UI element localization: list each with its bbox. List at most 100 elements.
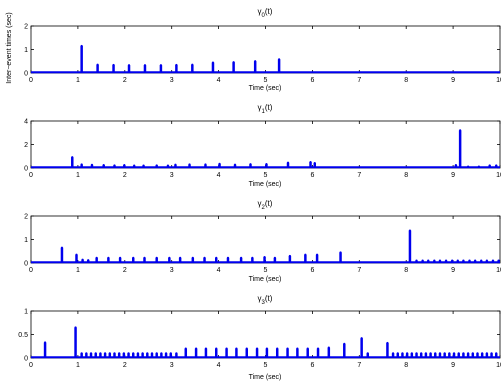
stem-marker — [467, 352, 470, 355]
stem-marker — [232, 61, 235, 64]
stem-marker — [108, 352, 111, 355]
x-tick-label: 0 — [29, 362, 33, 369]
stem-marker — [304, 253, 307, 256]
x-tick-label: 4 — [217, 172, 221, 179]
stem-marker — [159, 64, 163, 67]
x-tick-label: 9 — [451, 172, 455, 179]
x-tick-label: 10 — [496, 172, 501, 179]
stem-marker — [245, 347, 248, 350]
y-tick-label: 4 — [24, 119, 28, 126]
subplot-gamma-0: γ0(t) Time (sec) Inter−event times (sec)… — [6, 7, 501, 92]
stem-marker — [99, 352, 102, 355]
stem-marker — [366, 352, 369, 355]
stem-marker — [406, 352, 409, 355]
y-tick-label: 2 — [24, 214, 28, 221]
x-axis-label: Time (sec) — [249, 374, 282, 381]
x-tick-label: 6 — [310, 267, 314, 274]
stem-marker — [80, 352, 83, 355]
y-tick-label: 0 — [24, 261, 28, 268]
stem-marker — [133, 164, 136, 167]
x-tick-label: 5 — [264, 267, 268, 274]
subplot-title: γ1(t) — [258, 103, 273, 115]
stem-marker — [43, 341, 47, 344]
stem-marker — [71, 156, 74, 159]
x-tick-label: 1 — [76, 267, 80, 274]
stem-marker — [424, 352, 427, 355]
y-tick-label: 2 — [24, 24, 28, 31]
stem-marker — [490, 352, 493, 355]
y-axis-label: Inter−event times (sec) — [6, 12, 13, 83]
stem-marker — [495, 352, 498, 355]
stem-marker — [225, 347, 228, 350]
stem-marker — [80, 163, 83, 166]
stem-marker — [75, 253, 78, 256]
stem-series — [31, 229, 500, 264]
stem-marker — [204, 347, 208, 350]
x-tick-label: 8 — [404, 172, 408, 179]
stem-marker — [497, 259, 500, 262]
stem-marker — [452, 352, 456, 355]
x-tick-label: 2 — [123, 172, 127, 179]
stem-marker — [194, 347, 198, 350]
stem-marker — [215, 256, 218, 259]
stem-marker — [251, 256, 254, 259]
stem-marker — [327, 346, 330, 349]
stem-marker — [309, 161, 312, 164]
stem-marker — [456, 259, 459, 262]
stem-marker — [90, 163, 94, 166]
subplot-gamma-3: γ3(t) Time (sec) 0 1 2 3 4 5 6 7 8 9 10 0 0.5 1 — [18, 294, 501, 381]
stem-marker — [143, 64, 147, 67]
stem-marker — [468, 259, 471, 262]
x-tick-label: 10 — [496, 267, 501, 274]
stem-marker — [191, 256, 194, 259]
stem-marker — [85, 352, 88, 355]
x-tick-label: 9 — [451, 77, 455, 84]
stem-marker — [286, 347, 289, 350]
x-tick-label: 5 — [264, 77, 268, 84]
x-tick-label: 7 — [357, 362, 361, 369]
x-tick-label: 3 — [170, 362, 174, 369]
stem-marker — [175, 63, 178, 67]
stem-marker — [401, 352, 404, 355]
x-tick-label: 10 — [496, 77, 501, 84]
stem-marker — [433, 259, 436, 262]
stem-marker — [495, 164, 498, 167]
x-tick-label: 7 — [357, 172, 361, 179]
stem-marker — [477, 165, 480, 168]
stem-marker — [169, 352, 172, 355]
stem-marker — [391, 352, 395, 355]
stem-marker — [166, 164, 170, 167]
stem-marker — [155, 256, 158, 259]
stem-marker — [313, 161, 316, 165]
x-tick-label: 9 — [451, 267, 455, 274]
x-tick-label: 6 — [310, 362, 314, 369]
x-tick-label: 7 — [357, 77, 361, 84]
stem-marker — [451, 259, 454, 262]
stem-marker — [396, 352, 399, 355]
stem-marker — [60, 246, 64, 249]
subplot-title: γ3(t) — [258, 294, 273, 306]
stem-marker — [255, 347, 259, 350]
stem-marker — [286, 161, 290, 164]
x-tick-label: 6 — [310, 172, 314, 179]
stem-marker — [81, 258, 84, 261]
stem-marker — [95, 256, 98, 259]
stem-marker — [343, 342, 346, 345]
x-axis-label: Time (sec) — [249, 276, 282, 283]
y-tick-label: 1 — [24, 47, 28, 54]
stem-marker — [113, 352, 116, 355]
stem-series — [31, 44, 500, 74]
stem-marker — [146, 352, 149, 355]
stem-marker — [386, 341, 389, 345]
stem-marker — [315, 253, 319, 256]
stem-marker — [141, 352, 144, 355]
stem-marker — [480, 259, 483, 262]
stem-marker — [263, 256, 266, 259]
x-tick-label: 4 — [217, 77, 221, 84]
stem-marker — [471, 352, 474, 355]
x-axis-label: Time (sec) — [249, 181, 282, 188]
stem-marker — [191, 63, 194, 66]
stem-marker — [420, 352, 423, 355]
stem-marker — [164, 352, 168, 355]
